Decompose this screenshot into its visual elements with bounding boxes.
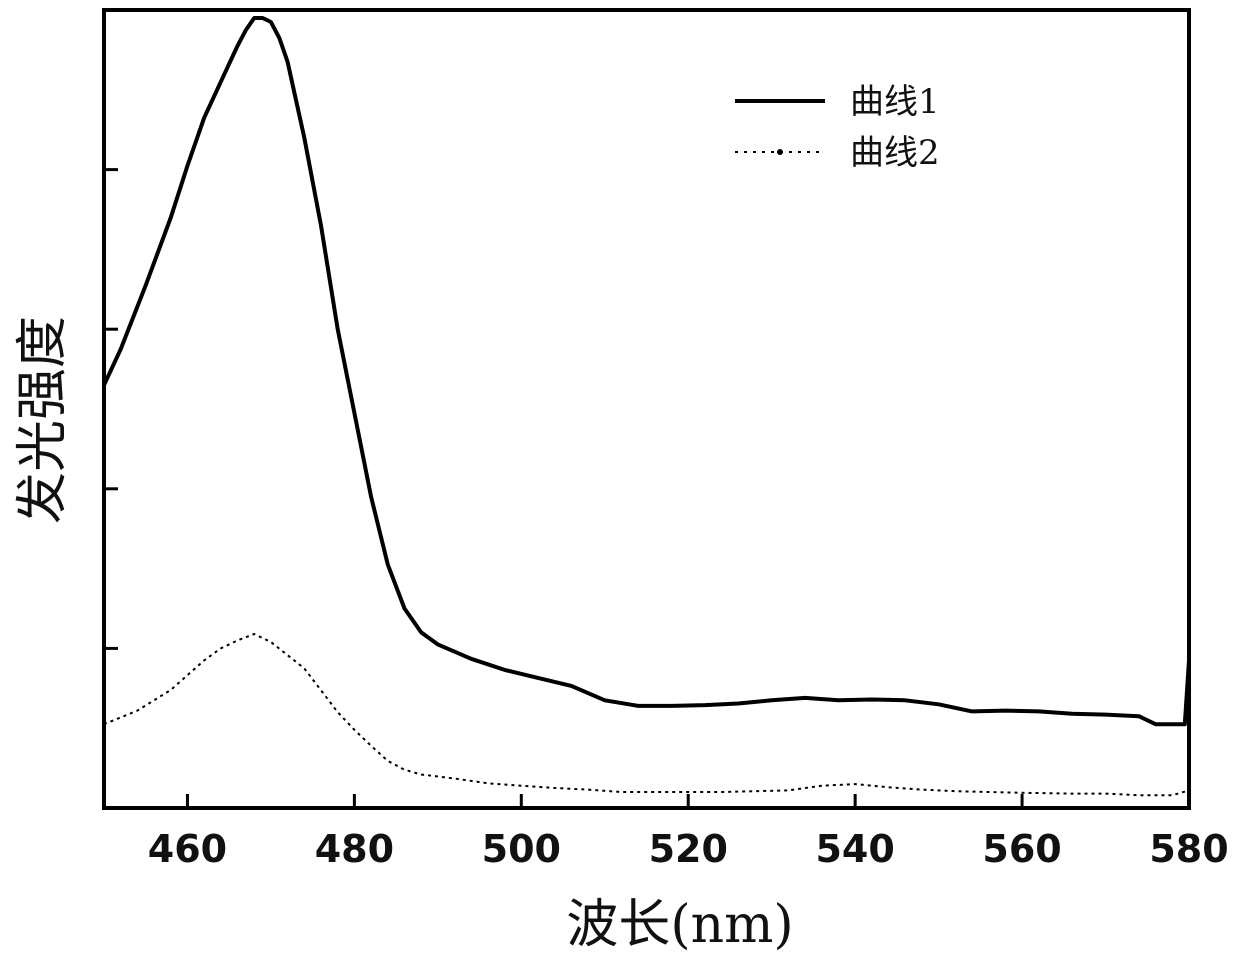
legend-label-series-1: 曲线1	[850, 82, 940, 122]
legend-label-series-2: 曲线2	[850, 133, 940, 173]
x-tick-label-460: 460	[148, 827, 227, 871]
series-layer	[104, 18, 1189, 795]
y-axis-title: 发光强度	[13, 316, 73, 524]
y-axis-ticks	[104, 10, 118, 648]
x-tick-label-560: 560	[982, 827, 1061, 871]
x-tick-label-580: 580	[1149, 827, 1228, 871]
x-axis-ticks: 460 480 500 520 540 560 580	[148, 794, 1229, 871]
legend-marker-series-2	[777, 149, 783, 155]
x-tick-label-480: 480	[315, 827, 394, 871]
series-line-1	[104, 18, 1189, 724]
series-line-2	[104, 634, 1189, 795]
x-axis-title: 波长(nm)	[566, 895, 793, 955]
x-tick-label-520: 520	[649, 827, 728, 871]
x-tick-label-540: 540	[815, 827, 894, 871]
legend: 曲线1 曲线2	[735, 82, 940, 173]
x-tick-label-500: 500	[482, 827, 561, 871]
plot-frame	[104, 10, 1189, 808]
